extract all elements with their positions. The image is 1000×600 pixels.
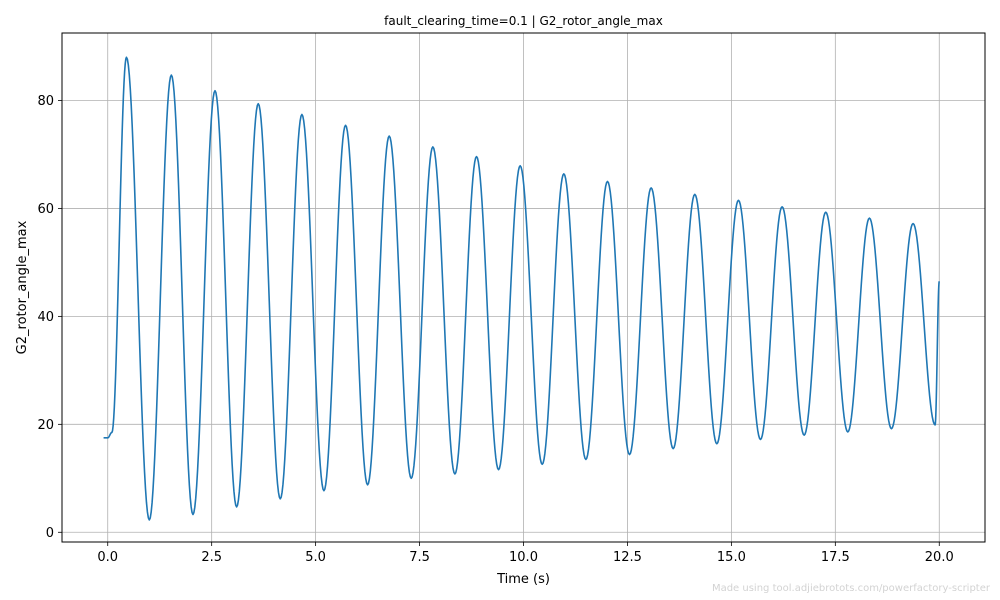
y-tick-label: 60 <box>37 202 54 217</box>
x-tick-label: 17.5 <box>821 550 850 565</box>
x-tick-label: 20.0 <box>925 550 954 565</box>
series-line <box>102 56 941 521</box>
y-tick-label: 0 <box>46 526 54 541</box>
x-tick-label: 12.5 <box>613 550 642 565</box>
data-line-layer <box>102 56 941 521</box>
y-tick-label: 40 <box>37 310 54 325</box>
x-tick-label: 15.0 <box>717 550 746 565</box>
y-tick-label: 20 <box>37 418 54 433</box>
y-tick-label: 80 <box>37 94 54 109</box>
y-axis-label: G2_rotor_angle_max <box>15 220 30 354</box>
x-tick-label: 10.0 <box>509 550 538 565</box>
x-tick-label: 2.5 <box>201 550 222 565</box>
x-tick-label: 0.0 <box>97 550 118 565</box>
watermark: Made using tool.adjiebrotots.com/powerfa… <box>711 583 990 594</box>
x-axis-label: Time (s) <box>496 572 550 587</box>
ticks: 0.0 2.5 5.0 7.5 10.0 12.5 15.0 17.5 20.0 0 20 40 60 8… <box>37 94 953 565</box>
x-tick-label: 7.5 <box>409 550 430 565</box>
chart-title: fault_clearing_time=0.1 | G2_rotor_angle… <box>384 14 663 28</box>
x-tick-label: 5.0 <box>305 550 326 565</box>
